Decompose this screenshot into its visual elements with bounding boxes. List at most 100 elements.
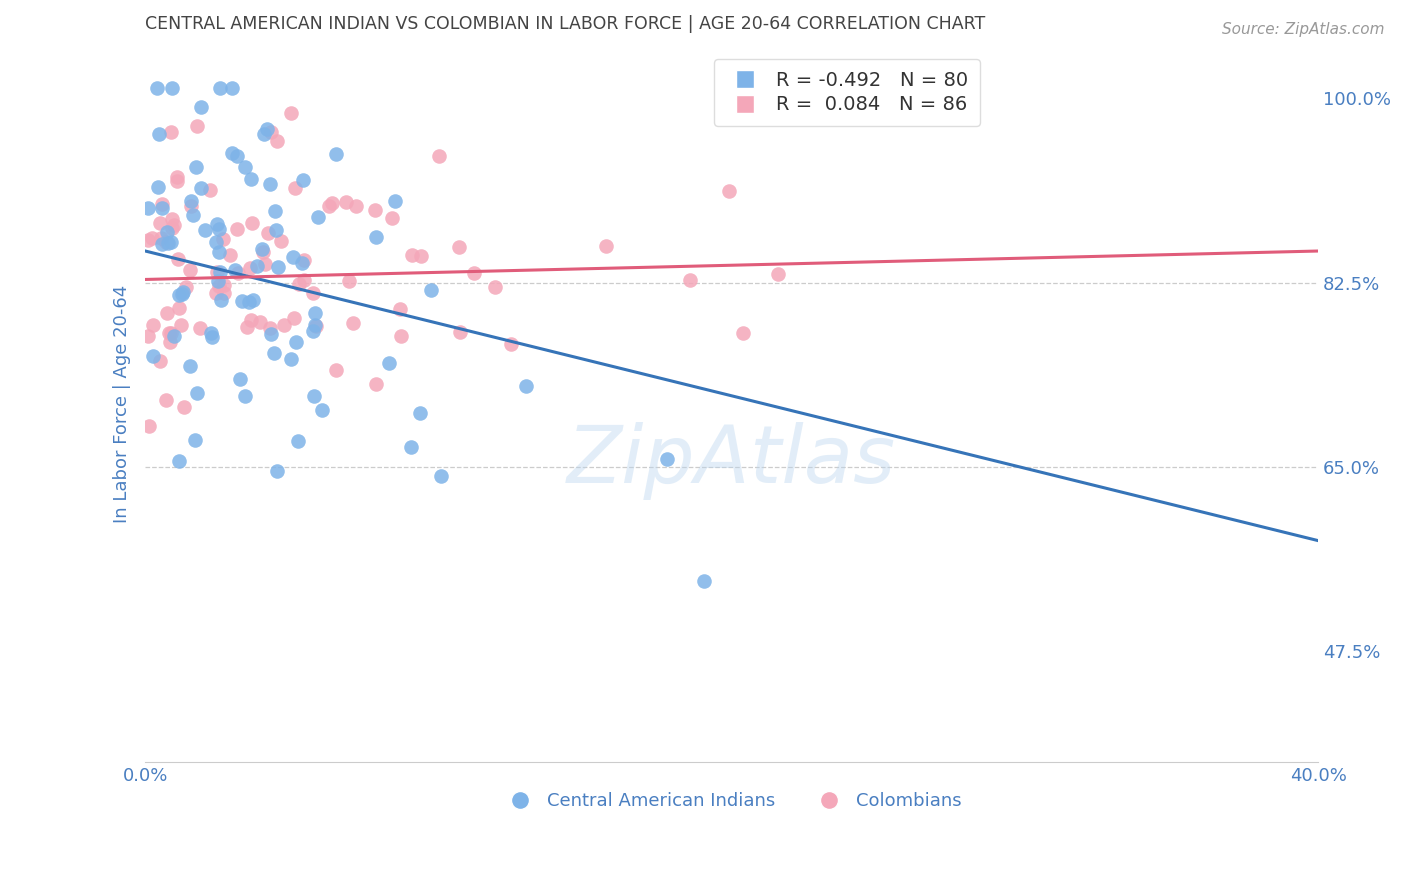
Point [252,245,274,260]
Point [287,434,309,448]
Point [344,199,367,213]
Point [301,286,323,301]
Point [150,201,173,215]
Point [174,279,197,293]
Point [283,250,305,264]
Point [160,220,183,235]
Point [228,371,250,385]
Point [238,295,260,310]
Point [208,279,231,293]
Point [499,336,522,351]
Text: Source: ZipAtlas.com: Source: ZipAtlas.com [1222,22,1385,37]
Point [231,293,253,308]
Point [159,235,181,249]
Point [389,329,412,343]
Point [339,274,361,288]
Point [427,149,450,163]
Point [186,386,208,401]
Point [254,256,277,270]
Point [156,226,179,240]
Point [280,106,302,120]
Point [266,134,288,148]
Point [179,263,201,277]
Legend: Central American Indians, Colombians: Central American Indians, Colombians [495,785,969,817]
Point [325,147,347,161]
Point [160,80,183,95]
Point [156,306,179,320]
Point [235,389,257,403]
Point [226,222,249,236]
Point [136,233,159,247]
Point [257,226,280,240]
Point [411,249,433,263]
Point [449,240,471,254]
Point [205,217,228,231]
Point [163,329,186,343]
Point [304,318,326,332]
Point [205,235,228,249]
Point [190,180,212,194]
Point [335,194,357,209]
Point [256,121,278,136]
Point [284,181,307,195]
Point [304,306,326,320]
Point [409,406,432,420]
Point [159,326,181,341]
Point [157,236,180,251]
Point [148,127,170,141]
Point [224,263,246,277]
Point [149,353,172,368]
Y-axis label: In Labor Force | Age 20-64: In Labor Force | Age 20-64 [114,285,131,523]
Point [733,326,755,340]
Point [342,316,364,330]
Point [270,235,292,249]
Point [167,453,190,467]
Point [186,119,208,133]
Point [226,149,249,163]
Point [515,378,537,392]
Point [294,273,316,287]
Point [149,216,172,230]
Point [307,210,329,224]
Point [366,376,388,391]
Point [291,256,314,270]
Point [318,199,340,213]
Point [150,196,173,211]
Point [208,221,231,235]
Point [205,285,228,300]
Point [239,313,262,327]
Point [388,301,411,316]
Point [142,349,165,363]
Point [399,440,422,454]
Point [142,318,165,333]
Point [207,245,229,260]
Point [167,301,190,316]
Point [249,315,271,329]
Point [305,319,328,334]
Point [235,160,257,174]
Point [693,574,716,588]
Point [136,328,159,343]
Point [221,146,243,161]
Point [150,236,173,251]
Point [283,310,305,325]
Point [253,127,276,141]
Point [166,174,188,188]
Point [259,321,281,335]
Point [138,419,160,434]
Point [169,288,191,302]
Point [212,278,235,293]
Point [717,184,740,198]
Point [141,231,163,245]
Point [159,334,181,349]
Point [188,321,211,335]
Point [157,326,180,340]
Point [226,266,249,280]
Point [136,202,159,216]
Point [180,194,202,209]
Point [273,318,295,332]
Point [211,293,233,307]
Point [173,401,195,415]
Point [166,170,188,185]
Point [172,285,194,299]
